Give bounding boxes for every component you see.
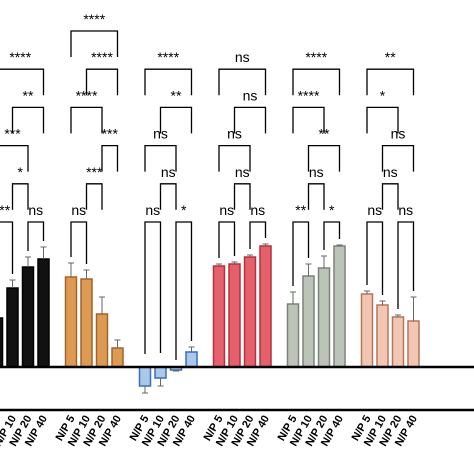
significance-label: ns [161,164,176,180]
significance-bracket [175,221,193,360]
significance-label: *** [86,164,103,180]
significance-label: **** [83,11,105,27]
significance-bracket [0,221,14,274]
significance-bracket [0,68,45,96]
significance-bracket [307,183,325,210]
bar [333,245,346,368]
significance-bracket [218,68,267,96]
significance-label: ns [243,87,258,103]
significance-bracket [144,144,177,172]
significance-bracket [366,221,384,295]
significance-label: ns [391,126,406,142]
significance-label: ** [23,87,34,103]
significance-label: ns [227,126,242,142]
significance-bracket [11,106,45,134]
bar [80,278,93,368]
significance-label: *** [4,126,21,142]
significance-label: ns [153,126,168,142]
significance-bracket [233,183,251,210]
significance-label: ns [367,202,382,218]
significance-bracket [218,221,236,258]
bar [6,287,19,368]
significance-bracket [144,221,162,354]
bar [391,316,405,368]
significance-bracket [218,144,251,172]
significance-label: ** [0,202,11,218]
significance-label: * [380,87,386,103]
bar [302,275,315,368]
bar [376,304,389,368]
significance-bracket [233,106,267,134]
bar [407,320,420,368]
significance-label: ** [295,202,306,218]
significance-bracket [397,221,415,309]
bar [317,267,331,368]
significance-label: * [18,164,24,180]
significance-bracket [85,68,119,96]
bar [37,258,50,368]
bar [154,366,167,379]
significance-bracket [101,144,119,172]
significance-bracket [159,106,193,134]
bar [0,317,4,368]
significance-label: ns [145,202,160,218]
bar [212,265,226,368]
bar [360,293,374,368]
significance-label: **** [9,49,31,65]
significance-bracket [366,106,399,134]
significance-label: ** [171,87,182,103]
significance-label: **** [305,49,327,65]
significance-label: ns [219,202,234,218]
significance-label: **** [157,49,179,65]
significance-bracket [323,221,341,250]
significance-label: * [329,202,335,218]
significance-bracket [381,144,415,172]
bar [138,366,152,387]
bar [21,266,35,368]
significance-label: ** [385,49,396,65]
significance-bracket [70,106,103,134]
significance-label: * [181,202,187,218]
significance-bracket [366,68,415,96]
significance-label: ns [28,202,43,218]
significance-bracket [159,183,177,210]
bar [185,351,198,368]
bar [259,245,272,368]
significance-bracket [70,221,88,264]
significance-bracket [292,68,341,96]
bar [111,347,124,368]
bar [228,263,241,368]
significance-bracket [381,183,399,210]
significance-bracket [0,144,29,172]
significance-label: ns [71,202,86,218]
significance-bracket [292,221,310,286]
significance-label: ns [398,202,413,218]
significance-label: ns [383,164,398,180]
bar [64,276,78,368]
significance-label: ns [235,164,250,180]
significance-bracket [27,221,45,251]
bar [95,313,109,368]
significance-label: **** [91,49,113,65]
significance-label: ns [235,49,250,65]
significance-label: **** [298,87,320,103]
significance-label: **** [76,87,98,103]
bar [286,303,300,368]
significance-label: ns [250,202,265,218]
significance-label: ** [319,126,330,142]
significance-label: ns [309,164,324,180]
bar [243,256,257,368]
significance-bracket [70,30,119,57]
significance-bracket [144,68,193,96]
significance-bracket [85,183,103,210]
significance-bracket [292,106,325,134]
significance-bracket [11,183,29,210]
significance-bracket [249,221,267,249]
significance-bracket [307,144,341,172]
significance-label: *** [102,126,119,142]
